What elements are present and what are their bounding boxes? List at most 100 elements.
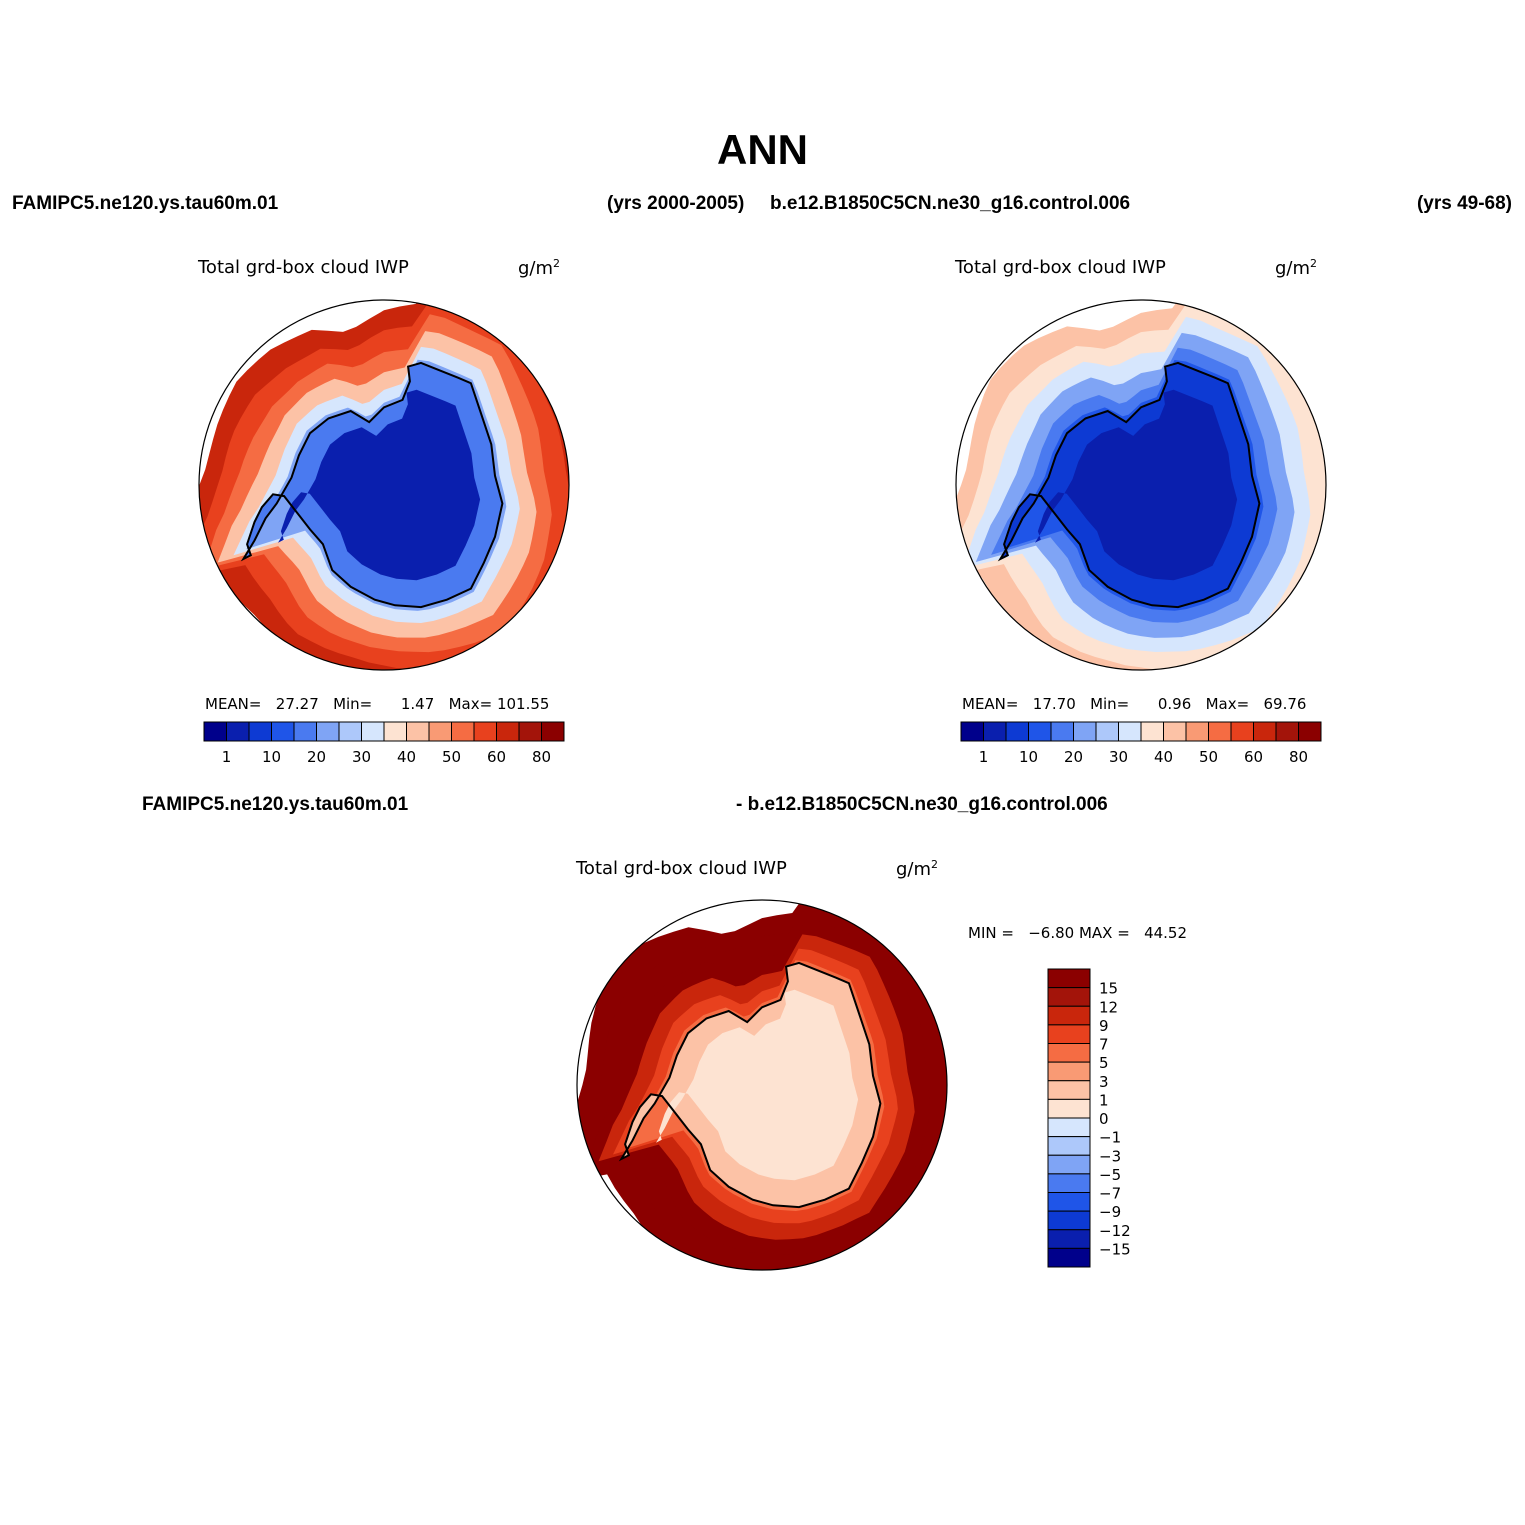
colorbar-tick-label: 20 [1064, 748, 1083, 766]
colorbar-tick-label: −3 [1099, 1147, 1121, 1165]
colorbar-swatch [383, 721, 407, 742]
coastline [618, 961, 882, 1209]
colorbar-swatch [1028, 721, 1052, 742]
colorbar-tick-label: 12 [1099, 998, 1118, 1016]
colorbar-swatch [1047, 1192, 1091, 1212]
case1-name: FAMIPC5.ne120.ys.tau60m.01 [12, 193, 279, 214]
colorbar-tick-label: 5 [1099, 1054, 1109, 1072]
diff-case2-name: - b.e12.B1850C5CN.ne30_g16.control.006 [736, 794, 1108, 815]
colorbar-tick-label: −7 [1099, 1185, 1121, 1203]
coastline [240, 361, 504, 609]
diff-case1-name: FAMIPC5.ne120.ys.tau60m.01 [142, 794, 409, 815]
colorbar-swatch [1047, 1117, 1091, 1138]
interior-band [278, 389, 481, 581]
colorbar-tick-label: 9 [1099, 1017, 1109, 1035]
colorbar-swatch [473, 721, 497, 742]
colorbar-swatch [518, 721, 542, 742]
colorbar-swatch [1047, 1229, 1091, 1249]
panel2-polar-map [955, 299, 1327, 671]
colorbar-swatch [338, 721, 362, 742]
colorbar-swatch [541, 721, 565, 742]
interior-band [656, 989, 859, 1181]
coastline [997, 361, 1261, 609]
colorbar-tick-label: 10 [262, 748, 281, 766]
panel2-colorbar: 1 10 20 30 40 50 60 80 [960, 721, 1322, 766]
colorbar-swatch [1163, 721, 1187, 742]
colorbar-tick-label: −15 [1099, 1240, 1131, 1258]
panel2-title: Total grd-box cloud IWP [955, 257, 1166, 278]
colorbar-tick-label: 60 [1244, 748, 1263, 766]
colorbar-swatch [496, 721, 520, 742]
colorbar-swatch [316, 721, 340, 742]
colorbar-swatch [428, 721, 452, 742]
colorbar-swatch [1208, 721, 1232, 742]
colorbar-tick-label: 1 [1099, 1091, 1109, 1109]
colorbar-tick-label: −5 [1099, 1166, 1121, 1184]
colorbar-swatch [983, 721, 1007, 742]
colorbar-swatch [293, 721, 317, 742]
panel1-colorbar: 1 10 20 30 40 50 60 80 [203, 721, 565, 766]
colorbar-tick-label: 40 [397, 748, 416, 766]
colorbar-swatch [1047, 987, 1091, 1007]
colorbar-tick-label: 30 [352, 748, 371, 766]
colorbar-swatch [1047, 968, 1091, 989]
colorbar-swatch [406, 721, 430, 742]
colorbar-swatch [1047, 1136, 1091, 1156]
colorbar-swatch [1047, 1080, 1091, 1100]
colorbar-tick-label: 10 [1019, 748, 1038, 766]
colorbar-swatch [226, 721, 250, 742]
colorbar-swatch [1047, 1173, 1091, 1193]
colorbar-swatch [1005, 721, 1029, 742]
colorbar-swatch [1047, 1154, 1091, 1175]
colorbar-tick-label: 3 [1099, 1073, 1109, 1091]
panel1-polar-map [198, 299, 570, 671]
colorbar-tick-label: 80 [532, 748, 551, 766]
colorbar-tick-label: 80 [1289, 748, 1308, 766]
panel3-units: g/m2 [896, 858, 939, 880]
case2-years: (yrs 49-68) [1416, 193, 1512, 214]
panel1-stats: MEAN= 27.27 Min= 1.47 Max= 101.55 [205, 695, 550, 713]
colorbar-swatch [1047, 1098, 1091, 1119]
colorbar-tick-label: 1 [979, 748, 989, 766]
panel2-units: g/m2 [1275, 257, 1318, 279]
colorbar-swatch [1047, 1024, 1091, 1044]
colorbar-swatch [361, 721, 385, 742]
colorbar-swatch [1047, 1210, 1091, 1231]
case1-years: (yrs 2000-2005) [607, 193, 745, 214]
colorbar-tick-label: 0 [1099, 1110, 1109, 1128]
colorbar-tick-label: 1 [222, 748, 232, 766]
panel1-units: g/m2 [518, 257, 561, 279]
colorbar-tick-label: 50 [1199, 748, 1218, 766]
colorbar-swatch [1047, 1005, 1091, 1026]
colorbar-swatch [451, 721, 475, 742]
map-border [198, 299, 570, 671]
panel1-title: Total grd-box cloud IWP [198, 257, 409, 278]
colorbar-swatch [1118, 721, 1142, 742]
colorbar-tick-label: −12 [1099, 1222, 1131, 1240]
interior-band [1035, 389, 1238, 581]
panel3-title: Total grd-box cloud IWP [576, 858, 787, 879]
colorbar-swatch [1095, 721, 1119, 742]
colorbar-tick-label: −9 [1099, 1203, 1121, 1221]
case2-name: b.e12.B1850C5CN.ne30_g16.control.006 [770, 193, 1131, 214]
colorbar-swatch [1050, 721, 1074, 742]
page-title: ANN [717, 126, 808, 173]
colorbar-tick-label: 20 [307, 748, 326, 766]
colorbar-swatch [960, 721, 984, 742]
colorbar-tick-label: 40 [1154, 748, 1173, 766]
panel2-stats: MEAN= 17.70 Min= 0.96 Max= 69.76 [962, 695, 1307, 713]
colorbar-swatch [1253, 721, 1277, 742]
panel3-polar-map [576, 899, 948, 1271]
map-border [955, 299, 1327, 671]
colorbar-tick-label: 60 [487, 748, 506, 766]
colorbar-swatch [1073, 721, 1097, 742]
colorbar-swatch [1140, 721, 1164, 742]
colorbar-swatch [203, 721, 227, 742]
colorbar-tick-label: 15 [1099, 980, 1118, 998]
colorbar-swatch [248, 721, 272, 742]
colorbar-tick-label: −1 [1099, 1129, 1121, 1147]
colorbar-swatch [1047, 1247, 1091, 1268]
colorbar-swatch [1185, 721, 1209, 742]
panel3-stats: MIN = −6.80 MAX = 44.52 [968, 924, 1188, 942]
